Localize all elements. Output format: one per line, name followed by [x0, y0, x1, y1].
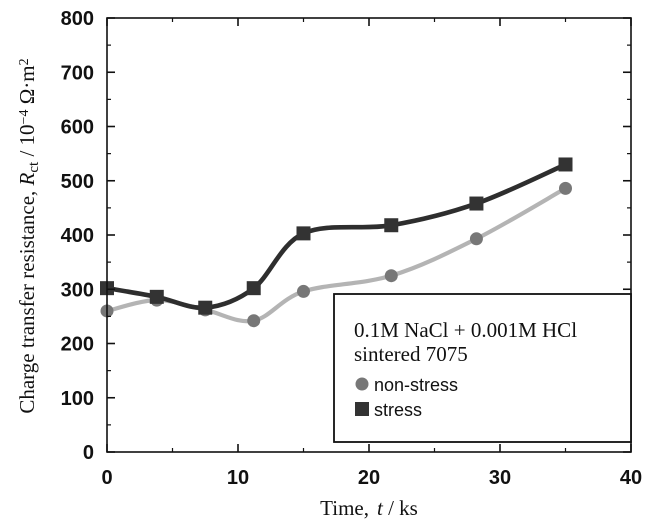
- y-axis-title-exponent-2: 2: [17, 58, 32, 65]
- x-axis-title: Time, t / ks: [320, 496, 418, 520]
- y-axis-title-unit: / 10: [15, 124, 39, 161]
- x-tick-label-5: 40: [620, 467, 642, 489]
- x-tick-label-4: 30: [489, 467, 511, 489]
- y-tick-label-3: 200: [61, 334, 94, 356]
- y-tick-label-8: 700: [61, 62, 94, 84]
- y-tick-label-5: 400: [61, 225, 94, 247]
- legend-box: [333, 293, 632, 443]
- x-axis-title-unit: / ks: [383, 496, 418, 520]
- legend-stress-label: stress: [374, 400, 422, 420]
- stress-point-5: [296, 226, 311, 241]
- stress-point-8: [558, 157, 573, 172]
- y-tick-label-7: 600: [61, 117, 94, 139]
- x-axis-title-prefix: Time,: [320, 496, 369, 520]
- legend-non-stress-label: non-stress: [374, 375, 458, 395]
- non-stress-point-5: [297, 284, 310, 298]
- stress-point-6: [384, 218, 399, 233]
- y-tick-label-6: 500: [61, 171, 94, 193]
- y-axis-title-exponent: −4: [17, 110, 32, 125]
- x-tick-label-1: 0: [101, 467, 112, 489]
- x-tick-label-2: 10: [227, 467, 249, 489]
- y-tick-label-9: 800: [61, 8, 94, 30]
- x-axis-title-variable: t: [377, 496, 384, 520]
- non-stress-point-6: [384, 269, 398, 283]
- y-axis-title-subscript: ct: [26, 161, 42, 173]
- x-tick-label-3: 20: [358, 467, 380, 489]
- non-stress-point-8: [559, 181, 572, 195]
- legend-non-stress-marker: [355, 377, 369, 391]
- legend-stress-marker: [355, 402, 369, 416]
- y-axis-title-variable: R: [15, 172, 39, 186]
- legend-title-line-1: 0.1M NaCl + 0.001M HCl: [354, 318, 577, 342]
- legend-title-line-2: sintered 7075: [354, 342, 468, 366]
- non-stress-point-7: [469, 232, 483, 246]
- stress-point-7: [469, 196, 484, 211]
- y-axis-title-prefix: Charge transfer resistance,: [15, 185, 39, 413]
- y-axis-title-unit-2: Ω·m: [15, 65, 39, 109]
- y-tick-label-1: 0: [83, 442, 94, 464]
- stress-point-2: [149, 289, 164, 304]
- y-tick-label-2: 100: [61, 388, 94, 410]
- stress-point-4: [246, 281, 261, 296]
- non-stress-point-4: [247, 314, 261, 328]
- stress-point-3: [198, 300, 213, 315]
- y-axis-title: Charge transfer resistance, Rct / 10−4 Ω…: [15, 58, 42, 413]
- y-tick-label-4: 300: [61, 279, 94, 301]
